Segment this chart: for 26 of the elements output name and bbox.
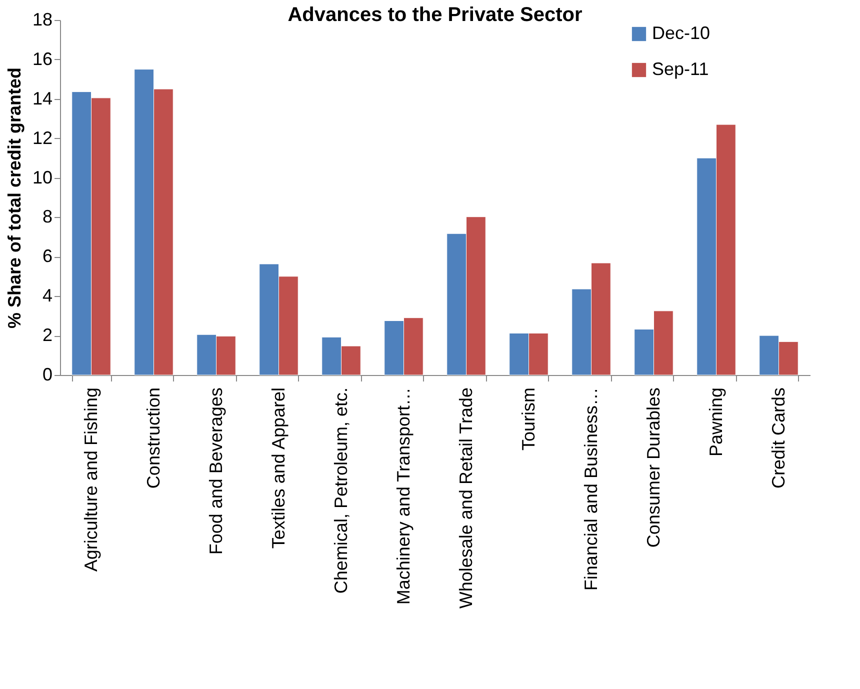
x-tick-label: Credit Cards <box>768 388 788 489</box>
y-tick-label: 0 <box>42 364 52 384</box>
x-tick-label: Pawning <box>706 388 726 457</box>
x-tick-label: Food and Beverages <box>206 388 226 555</box>
x-tick-label: Machinery and Transport… <box>393 388 414 605</box>
y-tick-label: 18 <box>32 10 52 30</box>
x-tick-label: Chemical, Petroleum, etc. <box>330 388 351 594</box>
x-tick-label: Agriculture and Fishing <box>80 388 101 572</box>
y-tick-label: 14 <box>32 88 52 108</box>
y-tick-label: 16 <box>32 48 52 69</box>
y-tick-label: 8 <box>42 206 52 227</box>
y-tick-label: 12 <box>32 128 52 148</box>
chart-title: Advances to the Private Sector <box>288 4 582 26</box>
x-tick-label: Consumer Durables <box>643 388 664 548</box>
legend-label: Sep-11 <box>652 59 709 79</box>
y-tick-label: 10 <box>32 167 52 188</box>
x-tick-label: Textiles and Apparel <box>268 388 288 549</box>
x-tick-label: Construction <box>143 388 164 489</box>
x-tick-label: Financial and Business… <box>580 388 601 591</box>
y-tick-label: 4 <box>42 286 52 306</box>
y-axis-title: % Share of total credit granted <box>4 67 24 329</box>
legend-label: Dec-10 <box>652 23 710 43</box>
y-tick-label: 2 <box>42 325 52 346</box>
y-tick-label: 6 <box>42 246 52 266</box>
x-tick-label: Tourism <box>518 388 538 451</box>
x-tick-label: Wholesale and Retail Trade <box>456 388 476 609</box>
